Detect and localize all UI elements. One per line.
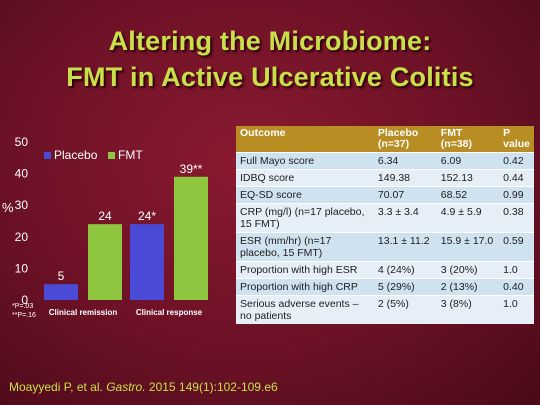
y-tick-label: 10 <box>15 261 29 275</box>
cell-placebo: 70.07 <box>373 186 437 204</box>
table-row: ESR (mm/hr) (n=17 placebo, 15 FMT) 13.1 ±… <box>236 232 534 262</box>
header-outcome: Outcome <box>236 126 374 153</box>
citation-details: 2015 149(1):102-109.e6 <box>148 380 278 394</box>
cell-fmt: 4.9 ± 5.9 <box>436 203 500 233</box>
legend-label: FMT <box>118 148 143 162</box>
cell-outcome: Serious adverse events – no patients <box>236 295 374 324</box>
cell-fmt: 15.9 ± 17.0 <box>436 232 500 262</box>
table-row: EQ-SD score 70.07 68.52 0.99 <box>236 186 534 204</box>
data-label: 24* <box>138 209 156 223</box>
y-axis-label: % <box>2 200 14 215</box>
data-label: 39** <box>180 162 203 176</box>
cell-outcome: IDBQ score <box>236 169 374 187</box>
cell-placebo: 2 (5%) <box>373 295 437 324</box>
bar-fmt-2 <box>174 176 208 300</box>
cell-placebo: 13.1 ± 11.2 <box>373 232 437 262</box>
bar-chart: 0 10 20 30 40 50% 5 24 Clinical remission 24* 39**… <box>2 135 208 319</box>
cell-placebo: 3.3 ± 3.4 <box>373 203 437 233</box>
cell-outcome: Proportion with high ESR <box>236 261 374 279</box>
citation-authors: Moayyedi P, et al. <box>9 380 103 394</box>
table-row: IDBQ score 149.38 152.13 0.44 <box>236 169 534 187</box>
cell-fmt: 3 (8%) <box>436 295 500 324</box>
cell-outcome: EQ-SD score <box>236 186 374 204</box>
cell-placebo: 149.38 <box>373 169 437 187</box>
y-tick-label: 50 <box>15 135 29 149</box>
cell-p-value: 1.0 <box>499 261 534 279</box>
table-row: Proportion with high CRP 5 (29%) 2 (13%) 0.… <box>236 278 534 296</box>
cell-outcome: Full Mayo score <box>236 152 374 170</box>
cell-p-value: 0.38 <box>499 203 534 233</box>
bar-placebo-2 <box>130 224 164 300</box>
x-tick-label: Clinical remission <box>49 308 118 317</box>
footnote: **P=.16 <box>12 312 36 319</box>
cell-p-value: 0.59 <box>499 232 534 262</box>
outcomes-table: Outcome Placebo (n=37) FMT (n=38) P valu… <box>236 126 534 324</box>
legend-label: Placebo <box>54 148 98 162</box>
header-placebo: Placebo (n=37) <box>373 126 437 153</box>
cell-p-value: 0.44 <box>499 169 534 187</box>
cell-placebo: 6.34 <box>373 152 437 170</box>
cell-outcome: CRP (mg/l) (n=17 placebo, 15 FMT) <box>236 203 374 233</box>
cell-outcome: Proportion with high CRP <box>236 278 374 296</box>
data-label: 24 <box>98 209 112 223</box>
table-row: Full Mayo score 6.34 6.09 0.42 <box>236 152 534 170</box>
cell-p-value: 0.42 <box>499 152 534 170</box>
table-header-row: Outcome Placebo (n=37) FMT (n=38) P valu… <box>236 126 534 153</box>
legend-swatch-placebo <box>44 152 51 159</box>
slide-title-line-2: FMT in Active Ulcerative Colitis <box>66 62 474 92</box>
y-tick-label: 20 <box>15 230 29 244</box>
footnote: *P=.03 <box>12 303 33 310</box>
cell-placebo: 5 (29%) <box>373 278 437 296</box>
y-tick-label: 30 <box>15 198 29 212</box>
y-tick-label: 40 <box>15 167 29 181</box>
x-tick-label: Clinical response <box>136 308 203 317</box>
bar-fmt-1 <box>88 224 122 300</box>
citation: Moayyedi P, et al. Gastro. 2015 149(1):1… <box>9 380 278 394</box>
citation-journal: Gastro. <box>106 380 146 394</box>
header-fmt: FMT (n=38) <box>436 126 500 153</box>
table-row: CRP (mg/l) (n=17 placebo, 15 FMT) 3.3 ± 3… <box>236 203 534 233</box>
slide-title-line-1: Altering the Microbiome: <box>108 26 432 56</box>
legend-swatch-fmt <box>108 152 115 159</box>
cell-outcome: ESR (mm/hr) (n=17 placebo, 15 FMT) <box>236 232 374 262</box>
table-row: Serious adverse events – no patients 2 (5… <box>236 295 534 324</box>
y-tick-label: 0 <box>21 293 28 307</box>
header-p-value: P value <box>499 126 534 153</box>
cell-fmt: 2 (13%) <box>436 278 500 296</box>
bar-placebo-1 <box>44 284 78 300</box>
cell-placebo: 4 (24%) <box>373 261 437 279</box>
cell-p-value: 0.99 <box>499 186 534 204</box>
table-row: Proportion with high ESR 4 (24%) 3 (20%) 1.… <box>236 261 534 279</box>
cell-fmt: 6.09 <box>436 152 500 170</box>
cell-fmt: 68.52 <box>436 186 500 204</box>
cell-p-value: 0.40 <box>499 278 534 296</box>
cell-fmt: 3 (20%) <box>436 261 500 279</box>
data-label: 5 <box>58 269 65 283</box>
cell-p-value: 1.0 <box>499 295 534 324</box>
cell-fmt: 152.13 <box>436 169 500 187</box>
